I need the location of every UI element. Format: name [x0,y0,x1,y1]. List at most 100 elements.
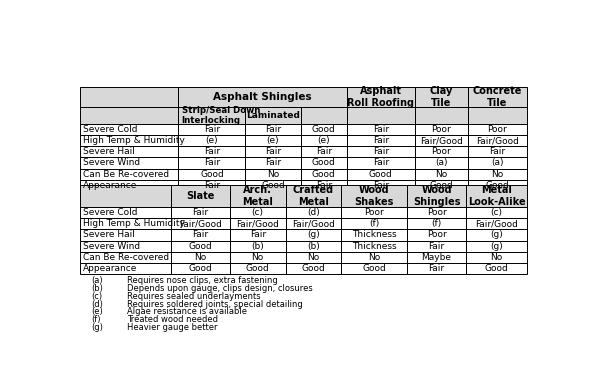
Text: (g): (g) [490,242,503,251]
Bar [245,107,301,124]
Bar [342,240,407,252]
Text: (e): (e) [267,136,279,145]
Text: Fair: Fair [192,230,208,239]
Text: Metal
Look-Alike: Metal Look-Alike [467,185,525,207]
Text: No: No [252,253,264,262]
Text: Fair: Fair [265,159,281,167]
Bar [170,185,230,207]
Bar [407,252,466,263]
Bar [170,240,230,252]
Text: Appearance: Appearance [83,264,137,273]
Bar [415,87,468,107]
Text: Fair/Good: Fair/Good [475,219,518,228]
Bar [342,229,407,240]
Text: Good: Good [312,170,336,179]
Bar [347,146,415,157]
Bar [230,240,286,252]
Text: Algae resistance is available: Algae resistance is available [127,307,247,316]
Bar [178,180,245,191]
Text: Concrete
Tile: Concrete Tile [473,86,522,108]
Text: Fair/Good: Fair/Good [420,136,463,145]
Bar [80,218,170,229]
Bar [80,252,170,263]
Text: Fair: Fair [428,264,445,273]
Bar [466,207,527,218]
Text: No: No [194,253,206,262]
Text: Fair: Fair [265,147,281,156]
Text: No: No [368,253,380,262]
Bar [230,263,286,274]
Text: Good: Good [312,125,336,134]
Bar [468,87,527,107]
Bar [415,169,468,180]
Bar [466,229,527,240]
Text: Good: Good [200,170,224,179]
Bar [178,107,245,124]
Text: (e): (e) [317,136,330,145]
Bar [286,240,342,252]
Text: Poor: Poor [488,125,507,134]
Bar [80,87,178,107]
Text: Requires soldered joints, special detailing: Requires soldered joints, special detail… [127,300,303,308]
Text: Good: Good [485,181,509,190]
Bar [286,229,342,240]
Text: Good: Good [302,264,326,273]
Text: Fair: Fair [315,147,332,156]
Bar [342,185,407,207]
Text: Wood
Shingles: Wood Shingles [413,185,460,207]
Bar [415,157,468,169]
Bar [286,252,342,263]
Bar [466,240,527,252]
Bar [170,218,230,229]
Text: Thickness: Thickness [352,242,397,251]
Bar [178,157,245,169]
Text: (e): (e) [206,136,218,145]
Text: Fair: Fair [204,159,220,167]
Bar [342,263,407,274]
Text: Slate: Slate [186,191,214,201]
Text: Fair/Good: Fair/Good [476,136,519,145]
Bar [415,124,468,135]
Bar [80,229,170,240]
Bar [407,218,466,229]
Bar [230,218,286,229]
Text: Strip/Seal Down
Interlocking: Strip/Seal Down Interlocking [182,106,260,125]
Bar [80,185,170,207]
Text: Fair: Fair [372,125,389,134]
Text: Fair/Good: Fair/Good [179,219,222,228]
Bar [245,157,301,169]
Bar [178,135,245,146]
Bar [178,146,245,157]
Text: (g): (g) [490,230,503,239]
Bar [347,157,415,169]
Bar [407,229,466,240]
Bar [468,135,527,146]
Bar [80,124,178,135]
Text: (d): (d) [91,300,103,308]
Text: (c): (c) [252,208,264,217]
Bar [80,180,178,191]
Text: No: No [491,170,504,179]
Text: Severe Hail: Severe Hail [83,230,135,239]
Text: Good: Good [188,242,212,251]
Text: Good: Good [369,170,393,179]
Text: Fair: Fair [204,147,220,156]
Bar [178,169,245,180]
Bar [178,87,347,107]
Text: Severe Wind: Severe Wind [83,242,140,251]
Text: Good: Good [246,264,270,273]
Text: No: No [267,170,279,179]
Bar [466,185,527,207]
Text: Good: Good [188,264,212,273]
Text: (a): (a) [435,159,447,167]
Text: Fair/Good: Fair/Good [236,219,279,228]
Text: No: No [491,253,503,262]
Bar [342,218,407,229]
Bar [347,87,415,107]
Bar [407,240,466,252]
Bar [407,185,466,207]
Text: (b): (b) [307,242,320,251]
Text: Fair: Fair [428,242,445,251]
Text: Fair: Fair [192,208,208,217]
Bar [230,229,286,240]
